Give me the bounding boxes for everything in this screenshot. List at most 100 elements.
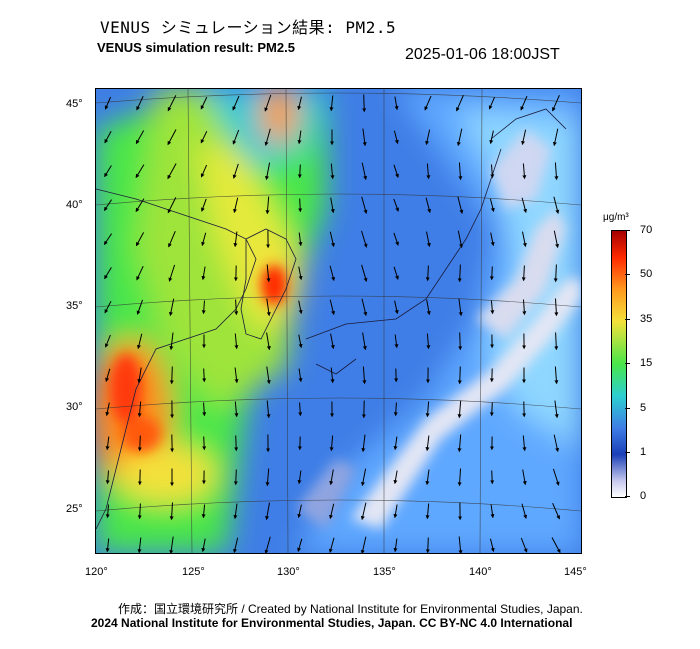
wind-arrow xyxy=(104,96,112,110)
coastlines xyxy=(96,108,567,530)
wind-arrow xyxy=(105,470,110,485)
wind-arrow xyxy=(168,298,175,317)
wind-arrow xyxy=(136,299,143,315)
wind-arrow xyxy=(522,163,527,180)
colorbar-tickmark xyxy=(625,408,630,409)
wind-arrow xyxy=(489,266,494,281)
wind-arrow xyxy=(266,298,271,317)
wind-arrow xyxy=(425,435,430,452)
wind-arrow xyxy=(233,197,239,214)
wind-arrow xyxy=(457,400,462,419)
wind-arrow xyxy=(232,95,240,111)
wind-arrow xyxy=(265,162,271,181)
wind-arrow xyxy=(425,469,430,486)
wind-arrow xyxy=(136,95,144,111)
lat-label-25: 25° xyxy=(66,503,83,515)
wind-arrow xyxy=(266,400,271,419)
wind-arrow xyxy=(521,197,528,214)
wind-arrow xyxy=(201,504,206,519)
colorbar xyxy=(611,230,627,498)
wind-arrow xyxy=(169,366,174,385)
colorbar-tickmark xyxy=(625,319,630,320)
wind-arrow xyxy=(169,332,174,351)
colorbar-tickmark xyxy=(625,274,630,275)
wind-arrow xyxy=(135,232,145,247)
lon-label-125: 125° xyxy=(182,566,205,578)
wind-arrow xyxy=(489,402,494,417)
wind-arrow xyxy=(458,332,463,351)
wind-arrow xyxy=(330,367,335,384)
lon-label-130: 130° xyxy=(277,566,300,578)
wind-arrow xyxy=(521,503,528,519)
wind-arrow xyxy=(329,503,335,520)
wind-arrow xyxy=(456,95,464,112)
wind-arrow xyxy=(393,164,399,178)
wind-arrow xyxy=(554,298,559,317)
wind-arrow xyxy=(298,300,303,315)
wind-arrow xyxy=(554,400,559,419)
wind-arrow xyxy=(522,299,527,316)
wind-arrow xyxy=(554,366,559,385)
wind-arrow xyxy=(330,163,335,180)
wind-arrow xyxy=(105,436,110,451)
colorbar-tickmark xyxy=(625,496,630,497)
wind-arrow xyxy=(552,468,560,486)
wind-arrow xyxy=(329,95,334,112)
wind-arrow xyxy=(297,96,302,111)
wind-arrow xyxy=(488,96,496,110)
wind-arrow xyxy=(169,502,174,521)
wind-arrow xyxy=(264,536,271,553)
wind-arrow xyxy=(552,95,560,112)
wind-arrow xyxy=(168,231,176,248)
lat-label-30: 30° xyxy=(66,401,83,413)
wind-arrow xyxy=(426,231,431,248)
wind-arrow xyxy=(425,129,431,146)
wind-arrow xyxy=(234,401,239,418)
colorbar-tickmark xyxy=(625,452,630,453)
wind-arrow xyxy=(104,267,112,280)
wind-arrow xyxy=(103,233,113,246)
wind-arrow xyxy=(201,266,206,281)
wind-arrow xyxy=(554,332,559,351)
wind-arrow xyxy=(234,333,239,350)
wind-arrow xyxy=(457,434,462,453)
wind-arrow xyxy=(552,503,560,520)
wind-arrow xyxy=(266,332,271,351)
wind-arrow xyxy=(393,470,398,485)
lon-label-145: 145° xyxy=(564,566,587,578)
wind-arrow xyxy=(232,129,240,145)
wind-arrow xyxy=(361,162,368,181)
wind-arrow xyxy=(297,130,302,145)
wind-arrow xyxy=(330,197,335,214)
license-line: 2024 National Institute for Environmenta… xyxy=(91,616,573,630)
wind-arrows xyxy=(103,94,561,553)
pm25-concentration-field xyxy=(96,89,581,553)
wind-arrow xyxy=(330,333,335,350)
colorbar-tickmark xyxy=(625,363,630,364)
wind-arrow xyxy=(425,265,430,282)
wind-arrow xyxy=(137,537,142,553)
timestamp: 2025-01-06 18:00JST xyxy=(405,46,560,63)
colorbar-tick-70: 70 xyxy=(640,224,653,236)
lat-label-40: 40° xyxy=(66,199,83,211)
wind-arrow xyxy=(425,401,430,418)
wind-arrow xyxy=(169,536,174,553)
wind-arrow xyxy=(135,164,145,179)
wind-arrow xyxy=(298,198,303,213)
wind-arrow xyxy=(104,334,111,348)
lon-label-140: 140° xyxy=(469,566,492,578)
wind-arrow xyxy=(456,128,463,147)
wind-arrow xyxy=(553,434,560,453)
wind-arrow xyxy=(393,232,399,246)
wind-arrow xyxy=(233,469,238,486)
sharp-features xyxy=(110,129,581,529)
wind-arrow xyxy=(297,538,303,552)
wind-arrow xyxy=(265,196,270,215)
wind-arrow xyxy=(202,402,207,417)
wind-arrow xyxy=(360,536,367,553)
wind-arrow xyxy=(553,230,560,249)
wind-arrow xyxy=(233,503,238,520)
wind-arrow xyxy=(297,470,302,485)
wind-arrow xyxy=(362,332,367,351)
wind-arrow xyxy=(104,300,112,314)
